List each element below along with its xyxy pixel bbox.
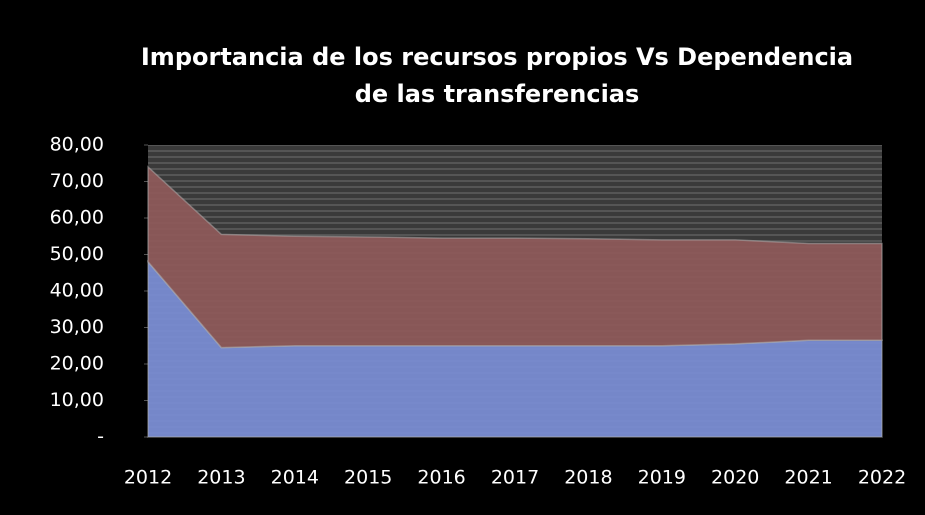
- y-tick-label: 20,00: [50, 353, 104, 375]
- x-tick-label: 2021: [784, 467, 832, 489]
- x-tick-label: 2022: [858, 467, 906, 489]
- y-tick-label: -: [97, 426, 104, 448]
- y-tick-label: 30,00: [50, 316, 104, 338]
- area: [147, 165, 883, 349]
- x-tick-label: 2020: [711, 467, 759, 489]
- y-tick-label: 40,00: [50, 280, 104, 302]
- x-tick-label: 2012: [124, 467, 172, 489]
- chart-title: Importancia de los recursos propios Vs D…: [141, 43, 853, 71]
- y-tick-label: 50,00: [50, 243, 104, 265]
- y-tick-label: 80,00: [50, 134, 104, 156]
- x-tick-label: 2013: [197, 467, 245, 489]
- x-tick-label: 2018: [564, 467, 612, 489]
- x-tick-label: 2014: [271, 467, 319, 489]
- x-tick-label: 2019: [638, 467, 686, 489]
- x-tick-label: 2016: [417, 467, 465, 489]
- y-tick-label: 10,00: [50, 389, 104, 411]
- chart-title: de las transferencias: [355, 80, 640, 108]
- y-tick-label: 60,00: [50, 207, 104, 229]
- x-tick-label: 2015: [344, 467, 392, 489]
- x-tick-label: 2017: [491, 467, 539, 489]
- y-tick-label: 70,00: [50, 170, 104, 192]
